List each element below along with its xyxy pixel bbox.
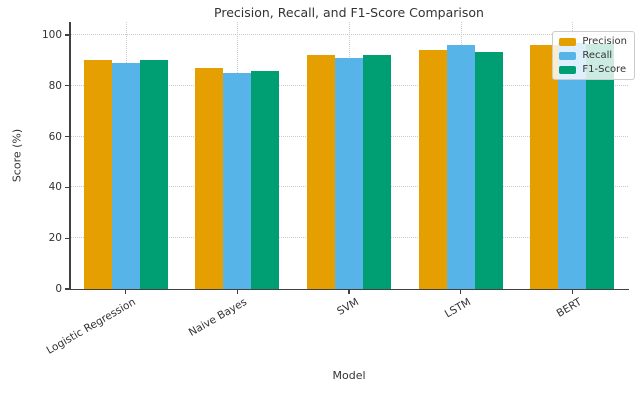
x-tick-mark-logistic-regression: [125, 290, 127, 294]
chart-title: Precision, Recall, and F1-Score Comparis…: [214, 5, 484, 20]
bar-recall-bert: [558, 42, 587, 289]
x-tick-mark-bert: [571, 290, 573, 294]
legend: Precision Recall F1-Score: [552, 31, 635, 80]
bar-precision-bert: [530, 45, 559, 289]
legend-label-f1-score: F1-Score: [582, 63, 627, 75]
x-tick-label-bert: BERT: [554, 296, 584, 320]
y-tick-mark-60: [65, 136, 69, 138]
legend-label-precision: Precision: [582, 35, 627, 47]
y-tick-mark-80: [65, 85, 69, 87]
bar-recall-lstm: [446, 45, 475, 289]
bar-recall-logistic-regression: [111, 62, 140, 289]
bar-f1-score-logistic-regression: [139, 60, 168, 289]
x-tick-label-lstm: LSTM: [442, 296, 473, 321]
y-tick-label-0: 0: [55, 283, 62, 295]
y-tick-label-20: 20: [48, 232, 62, 245]
x-tick-label-naive-bayes: Naive Bayes: [187, 296, 250, 339]
y-axis-spine: [69, 22, 71, 290]
legend-label-recall: Recall: [582, 49, 613, 61]
bar-precision-svm: [307, 55, 335, 289]
bar-f1-score-svm: [363, 55, 391, 289]
legend-swatch-recall-icon: [559, 51, 577, 60]
bar-f1-score-bert: [586, 43, 615, 289]
legend-item-recall: Recall: [559, 50, 627, 61]
y-tick-label-100: 100: [41, 29, 62, 41]
y-tick-mark-40: [65, 186, 69, 188]
y-tick-label-80: 80: [48, 79, 62, 92]
bar-f1-score-lstm: [474, 51, 503, 289]
y-tick-mark-0: [65, 288, 69, 290]
legend-item-f1-score: F1-Score: [559, 64, 627, 75]
bar-f1-score-naive-bayes: [251, 70, 280, 289]
y-tick-label-40: 40: [48, 181, 62, 194]
legend-item-precision: Precision: [559, 36, 627, 47]
y-axis-label: Score (%): [10, 128, 24, 183]
y-tick-mark-100: [65, 34, 69, 36]
plot-area: [70, 22, 628, 289]
bar-precision-logistic-regression: [83, 60, 112, 289]
x-tick-mark-svm: [348, 290, 350, 294]
x-tick-label-logistic-regression: Logistic Regression: [44, 296, 138, 357]
bar-precision-lstm: [418, 50, 447, 289]
legend-swatch-precision-icon: [559, 37, 577, 46]
x-tick-mark-lstm: [460, 290, 462, 294]
y-tick-label-60: 60: [48, 130, 62, 143]
x-tick-mark-naive-bayes: [236, 290, 238, 294]
x-tick-label-svm: SVM: [335, 296, 361, 318]
legend-swatch-f1-score-icon: [559, 65, 577, 74]
bar-recall-svm: [335, 57, 363, 289]
y-tick-mark-20: [65, 237, 69, 239]
bar-precision-naive-bayes: [195, 68, 224, 289]
bar-recall-naive-bayes: [223, 73, 252, 289]
x-axis-spine: [69, 288, 629, 290]
x-axis-label: Model: [332, 369, 366, 382]
